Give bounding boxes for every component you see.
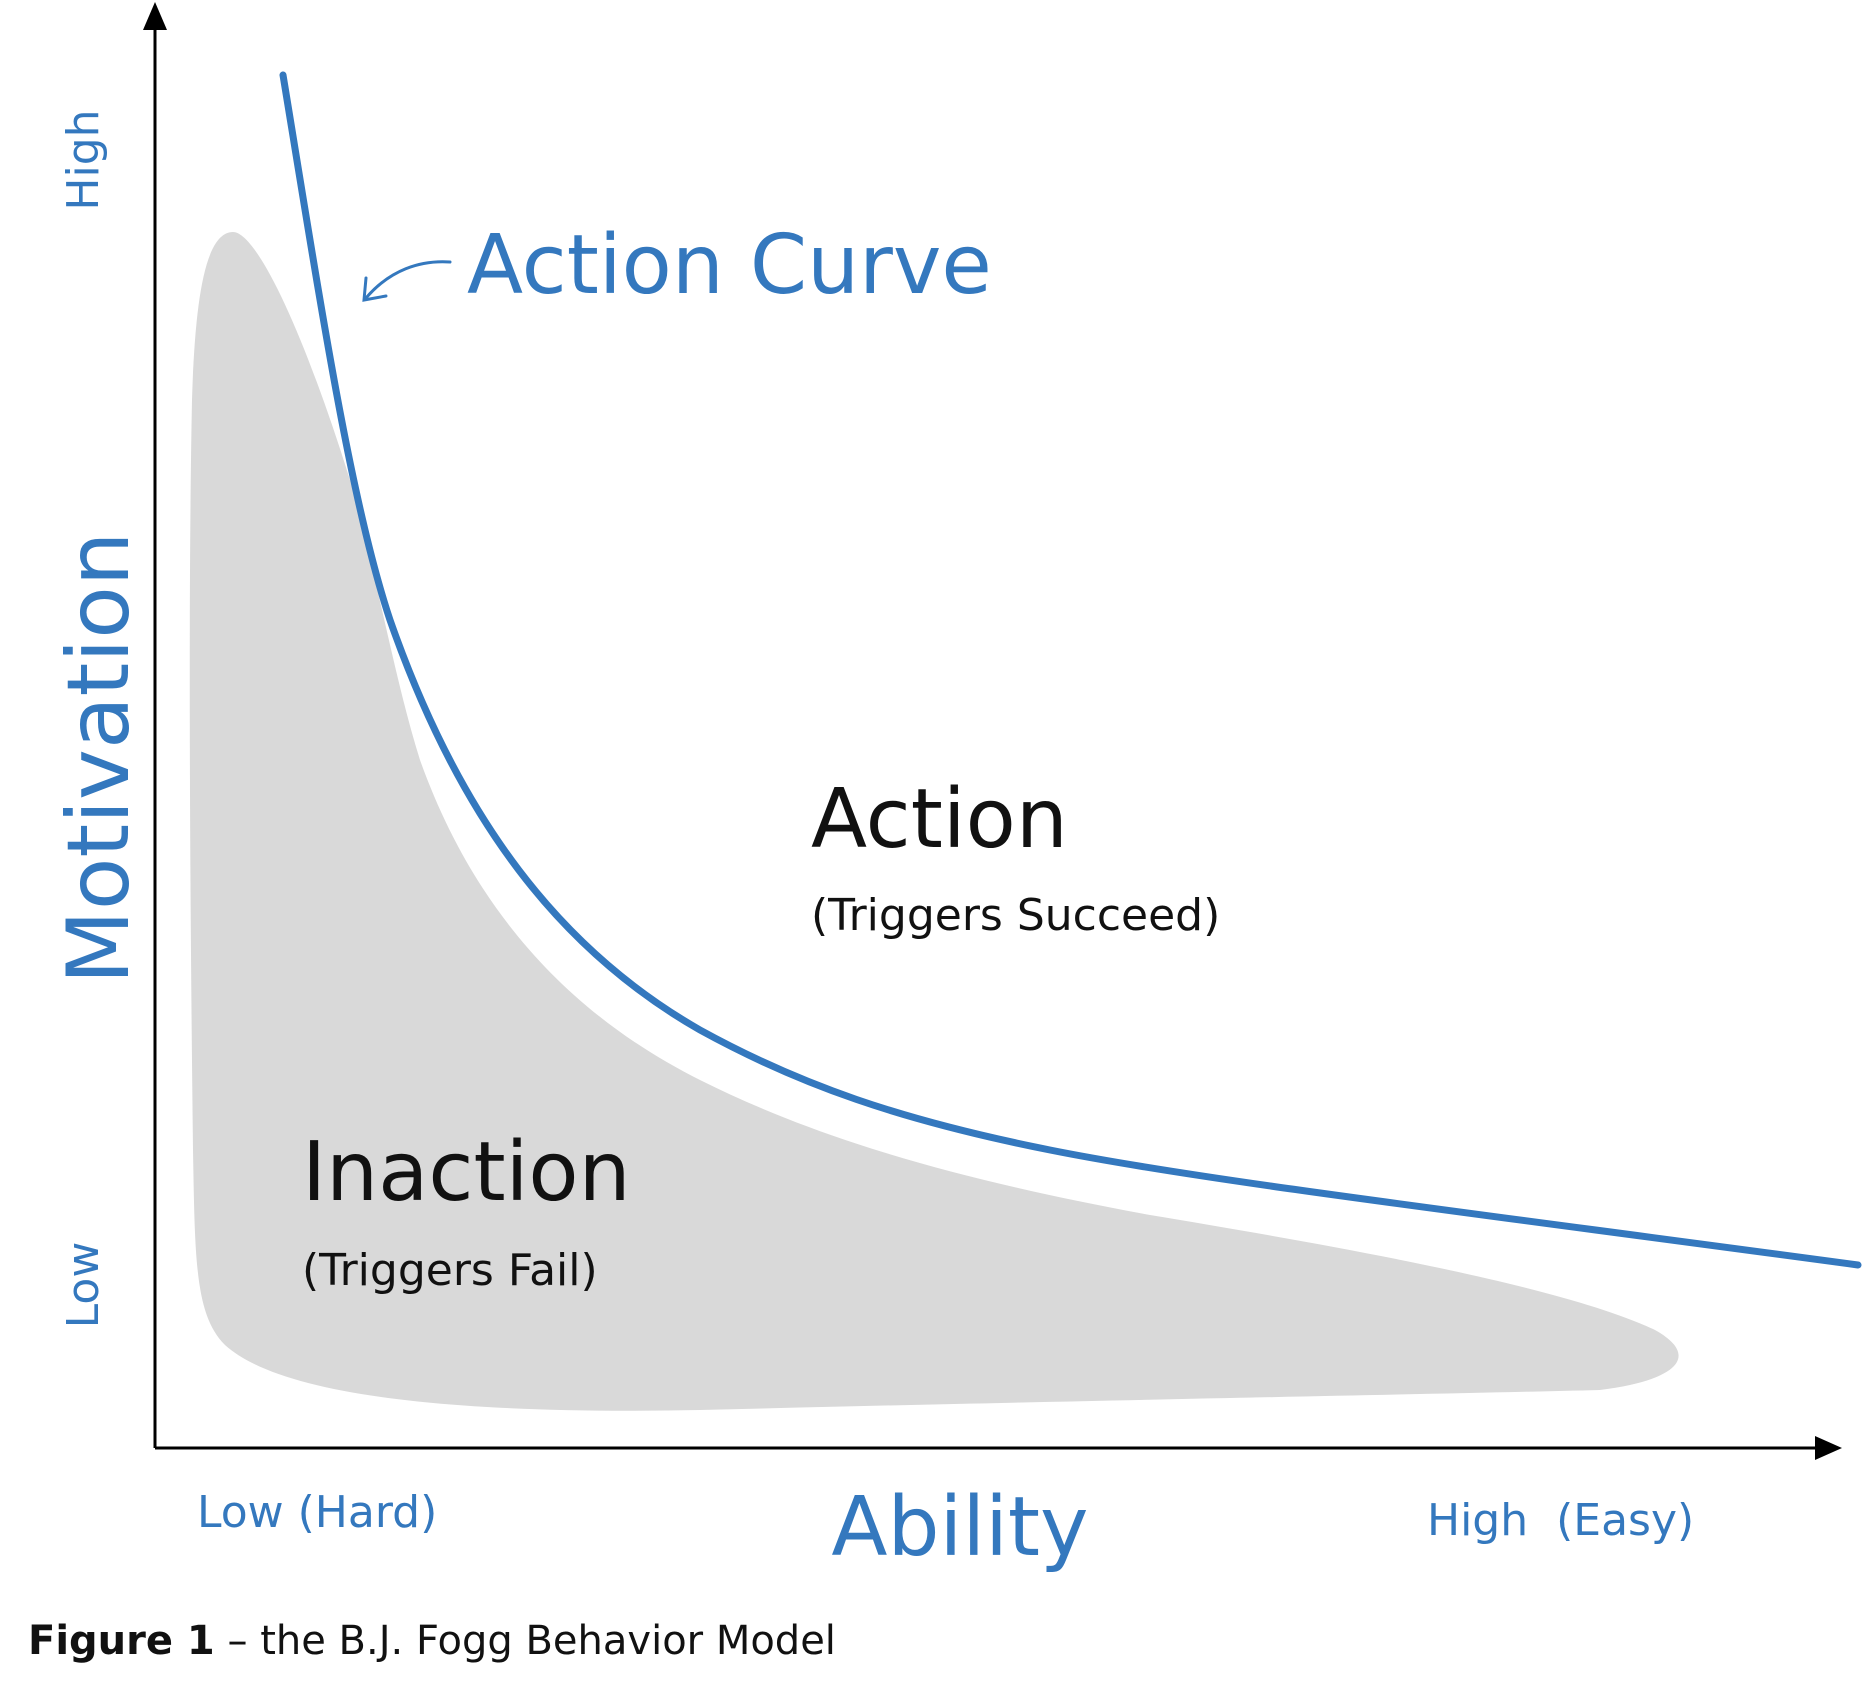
- action-curve: [279, 71, 1862, 1269]
- inaction-region-subtitle: (Triggers Fail): [302, 1245, 598, 1296]
- figure-caption: Figure 1 – the B.J. Fogg Behavior Model: [28, 1618, 836, 1664]
- curve-pointer-arrowhead: [362, 276, 388, 302]
- y-axis-arrowhead: [143, 2, 167, 30]
- x-axis-title: Ability: [831, 1480, 1088, 1575]
- action-curve-label: Action Curve: [467, 218, 992, 313]
- figure-caption-number: Figure 1: [28, 1618, 215, 1664]
- figure-caption-text: – the B.J. Fogg Behavior Model: [214, 1618, 836, 1664]
- x-axis-high-label: High (Easy): [1427, 1495, 1694, 1546]
- action-region-title: Action: [811, 772, 1068, 867]
- inaction-region: [189, 232, 1679, 1411]
- x-axis-low-label: Low (Hard): [197, 1487, 437, 1538]
- y-axis-low-label: Low: [58, 1242, 109, 1329]
- y-axis-title: Motivation: [49, 532, 149, 985]
- x-axis-arrowhead: [1815, 1436, 1842, 1460]
- y-axis-high-label: High: [58, 109, 109, 210]
- curve-pointer-arrow: [364, 260, 452, 300]
- action-region-subtitle: (Triggers Succeed): [811, 890, 1220, 941]
- inaction-region-title: Inaction: [302, 1125, 631, 1220]
